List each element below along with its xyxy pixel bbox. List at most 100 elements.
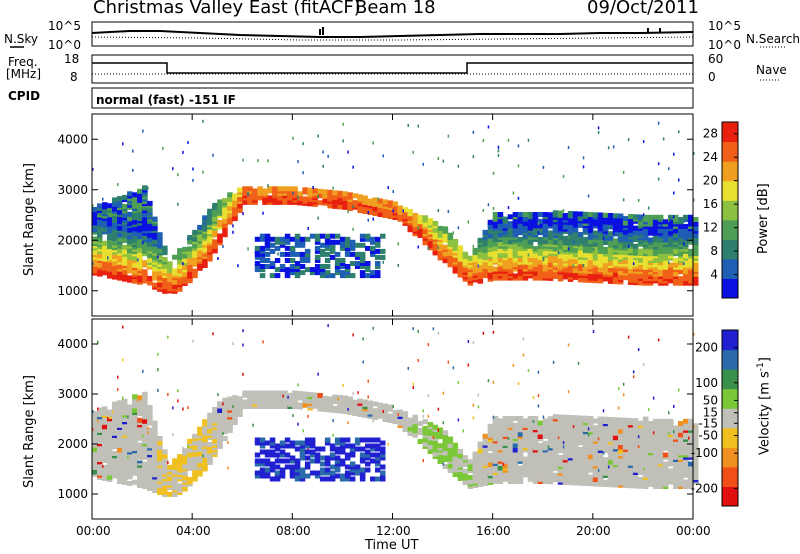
heatmap-cell (262, 188, 268, 194)
heatmap-cell (587, 223, 590, 227)
heatmap-cell (512, 458, 519, 464)
heatmap-cell (557, 274, 564, 280)
heatmap-cell (668, 167, 670, 171)
heatmap-cell (297, 191, 303, 197)
heatmap-cell (472, 130, 475, 134)
heatmap-cell (577, 243, 580, 247)
heatmap-cell (597, 437, 600, 441)
heatmap-cell (527, 218, 534, 224)
heatmap-cell (309, 270, 316, 276)
heatmap-cell (642, 269, 649, 275)
heatmap-cell (354, 251, 361, 257)
heatmap-cell (572, 425, 575, 429)
heatmap-cell (587, 481, 594, 487)
heatmap-cell (562, 455, 569, 461)
heatmap-cell (212, 411, 218, 417)
heatmap-cell (507, 214, 514, 220)
heatmap-cell (422, 441, 428, 447)
heatmap-cell (327, 189, 333, 195)
heatmap-cell (299, 251, 306, 257)
heatmap-cell (187, 438, 193, 444)
heatmap-cell (217, 435, 223, 440)
heatmap-cell (334, 473, 341, 479)
heatmap-cell (693, 423, 699, 429)
heatmap-cell (212, 230, 218, 236)
heatmap-cell (259, 437, 266, 443)
heatmap-cell (337, 197, 343, 203)
heatmap-cell (354, 261, 361, 266)
heatmap-cell (157, 476, 163, 482)
nsearch-label: N.Search (746, 32, 800, 46)
heatmap-cell (137, 417, 143, 423)
heatmap-cell (587, 194, 590, 198)
heatmap-cell (683, 262, 685, 266)
heatmap-cell (402, 427, 408, 432)
heatmap-cell (637, 257, 644, 263)
heatmap-cell (287, 399, 293, 405)
heatmap-cell (177, 399, 179, 403)
heatmap-cell (532, 212, 539, 217)
heatmap-cell (652, 475, 659, 480)
heatmap-cell (612, 435, 619, 441)
heatmap-cell (92, 431, 98, 437)
ytick-label: 2000 (57, 437, 88, 451)
cpid-label: CPID (8, 89, 41, 103)
heatmap-cell (693, 443, 699, 449)
heatmap-cell (572, 231, 579, 237)
heatmap-cell (522, 239, 529, 245)
heatmap-cell (387, 186, 389, 190)
heatmap-cell (572, 215, 579, 221)
heatmap-cell (497, 472, 504, 478)
heatmap-cell (274, 473, 281, 479)
heatmap-cell (257, 186, 263, 192)
heatmap-cell (197, 426, 203, 432)
heatmap-cell (688, 461, 694, 467)
heatmap-cell (452, 456, 459, 462)
heatmap-cell (324, 270, 331, 276)
heatmap-cell (347, 421, 349, 425)
heatmap-cell (537, 394, 540, 398)
heatmap-cell (117, 400, 123, 406)
heatmap-cell (587, 467, 594, 473)
heatmap-cell (457, 164, 460, 168)
heatmap-cell (637, 198, 640, 202)
heatmap-cell (693, 431, 695, 435)
heatmap-cell (537, 227, 544, 233)
heatmap-cell (552, 255, 559, 261)
heatmap-cell (683, 223, 689, 229)
ytick-label: 1000 (57, 487, 88, 501)
heatmap-cell (632, 452, 639, 457)
heatmap-cell (582, 467, 589, 473)
heatmap-cell (542, 415, 545, 419)
heatmap-cell (637, 438, 644, 444)
heatmap-cell (187, 406, 189, 410)
heatmap-cell (362, 209, 368, 214)
heatmap-cell (329, 470, 336, 476)
heatmap-cell (372, 217, 374, 221)
heatmap-cell (267, 395, 273, 400)
heatmap-cell (552, 466, 559, 471)
heatmap-cell (359, 233, 366, 239)
heatmap-cell (380, 446, 386, 452)
heatmap-cell (339, 461, 346, 467)
heatmap-cell (182, 486, 188, 492)
heatmap-cell (637, 264, 644, 270)
heatmap-cell (92, 262, 94, 266)
heatmap-cell (177, 483, 183, 489)
heatmap-cell (507, 437, 510, 440)
heatmap-cell (567, 211, 574, 216)
heatmap-cell (137, 476, 143, 482)
heatmap-cell (417, 124, 419, 128)
colorbar-tick-label: 24 (703, 150, 718, 164)
heatmap-cell (232, 405, 234, 409)
heatmap-cell (657, 269, 664, 275)
heatmap-cell (314, 258, 321, 263)
heatmap-cell (274, 258, 281, 263)
heatmap-cell (314, 264, 321, 269)
heatmap-cell (522, 418, 529, 424)
heatmap-cell (102, 261, 108, 267)
heatmap-cell (147, 275, 153, 281)
heatmap-cell (319, 476, 326, 482)
heatmap-cell (678, 247, 680, 251)
